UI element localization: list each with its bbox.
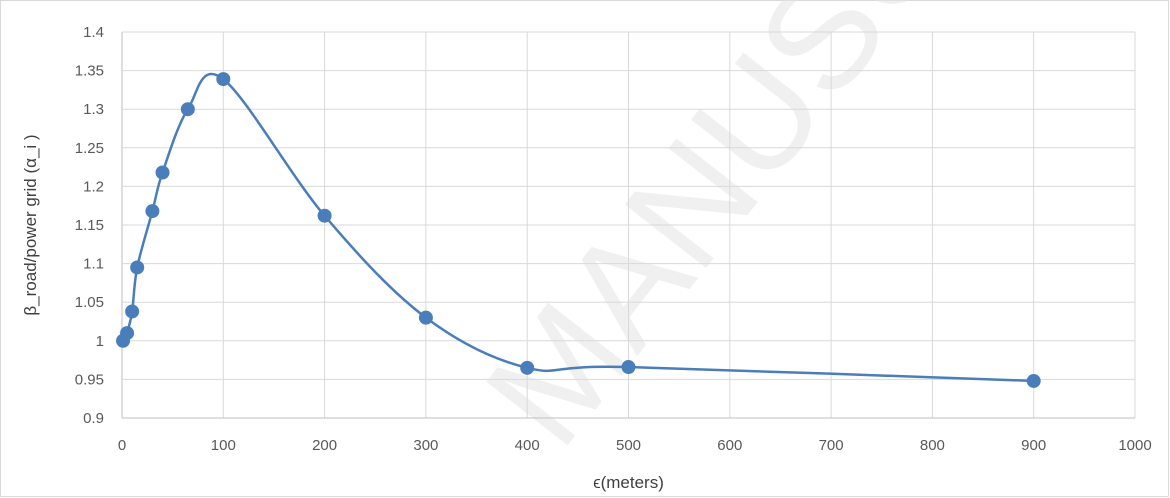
x-tick-label: 1000 [1118, 437, 1151, 454]
data-point [418, 310, 433, 325]
x-tick-label: 500 [616, 437, 641, 454]
y-tick-label: 1 [96, 333, 104, 350]
data-point [120, 326, 135, 341]
y-tick-label: 1.25 [75, 140, 104, 157]
y-tick-label: 1.4 [83, 24, 104, 41]
y-tick-label: 1.05 [75, 294, 104, 311]
data-point [216, 72, 231, 87]
data-point [621, 360, 636, 375]
x-tick-label: 600 [717, 437, 742, 454]
data-point [155, 165, 170, 180]
x-tick-label: 900 [1021, 437, 1046, 454]
watermark-text: MANUSC [453, 0, 986, 475]
x-tick-label: 200 [312, 437, 337, 454]
data-point [520, 360, 535, 375]
x-axis-title: ϵ(meters) [593, 473, 664, 492]
data-point [125, 304, 140, 319]
x-tick-label: 700 [819, 437, 844, 454]
x-tick-label: 300 [413, 437, 438, 454]
x-tick-label: 100 [211, 437, 236, 454]
data-point [180, 102, 195, 117]
series-points [116, 72, 1041, 388]
x-tick-label: 400 [515, 437, 540, 454]
y-tick-label: 0.9 [83, 410, 104, 427]
y-tick-label: 1.35 [75, 63, 104, 80]
series-line [121, 72, 1034, 383]
data-point [130, 260, 145, 275]
y-axis-title: β_road/power grid (α_i ) [21, 134, 40, 315]
data-point [1026, 373, 1041, 388]
data-point [145, 204, 160, 219]
y-tick-labels: 0.9 0.95 1 1.05 1.1 1.15 1.2 1.25 1.3 1.35 1.4 [75, 24, 104, 427]
x-tick-label: 800 [920, 437, 945, 454]
data-point [317, 208, 332, 223]
gridlines [121, 31, 1136, 419]
y-tick-label: 1.15 [75, 217, 104, 234]
y-tick-label: 0.95 [75, 371, 104, 388]
y-tick-label: 1.1 [83, 256, 104, 273]
y-tick-label: 1.2 [83, 178, 104, 195]
x-tick-labels: 0 100 200 300 400 500 600 700 800 900 1000 [118, 437, 1152, 454]
y-tick-label: 1.3 [83, 101, 104, 118]
x-tick-label: 0 [118, 437, 126, 454]
